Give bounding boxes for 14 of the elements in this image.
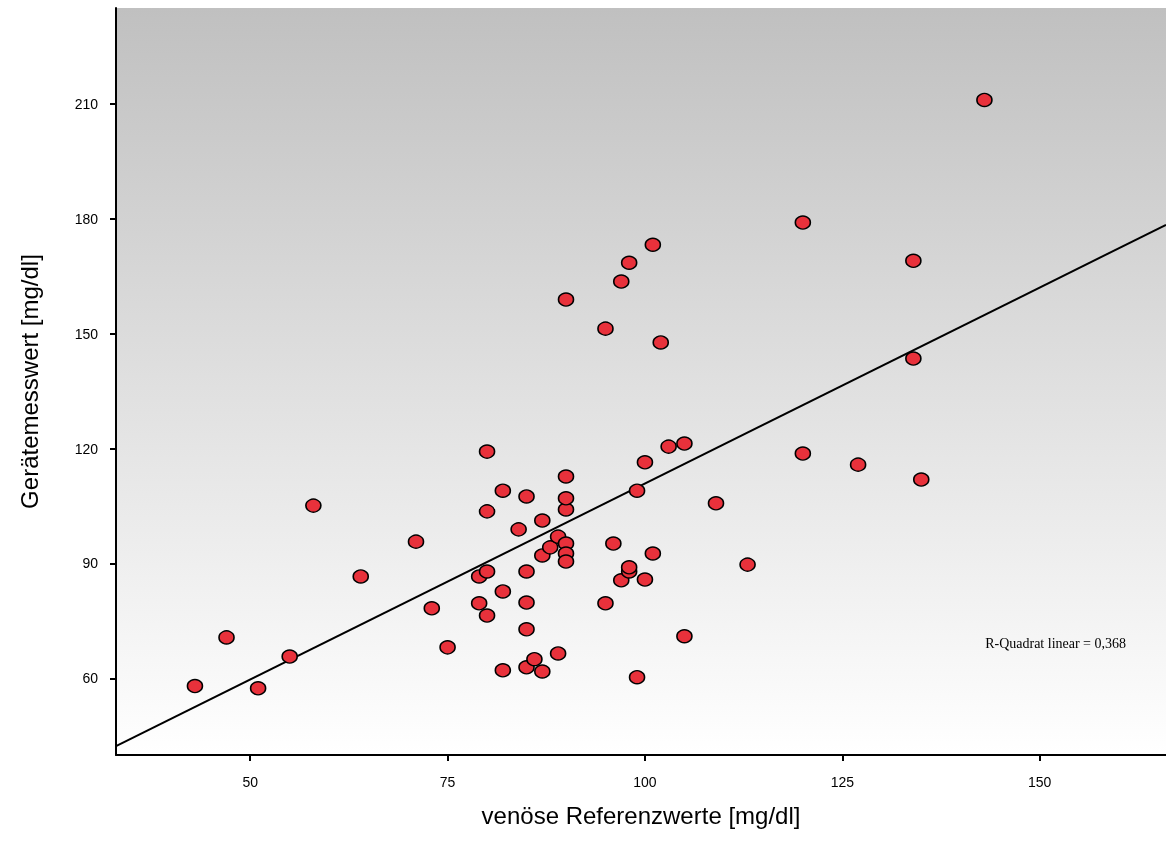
annotation: R-Quadrat linear = 0,368 [985,635,1126,651]
x-tick-label: 100 [633,774,657,790]
x-tick-label: 50 [242,774,259,790]
y-tick-label: 150 [74,325,99,342]
y-tick-label: 180 [74,210,99,227]
y-axis-title: Gerätemesswert [mg/dl] [15,254,43,509]
x-tick-label: 125 [830,774,855,790]
y-tick-label: 60 [82,670,99,687]
x-axis-title: venöse Referenzwerte [mg/dl] [481,801,801,829]
x-tick-label: 150 [1028,774,1052,790]
x-tick-label: 75 [439,774,456,790]
y-tick-label: 210 [74,95,99,112]
y-tick-label: 90 [82,555,99,572]
y-tick-label: 120 [74,440,99,457]
